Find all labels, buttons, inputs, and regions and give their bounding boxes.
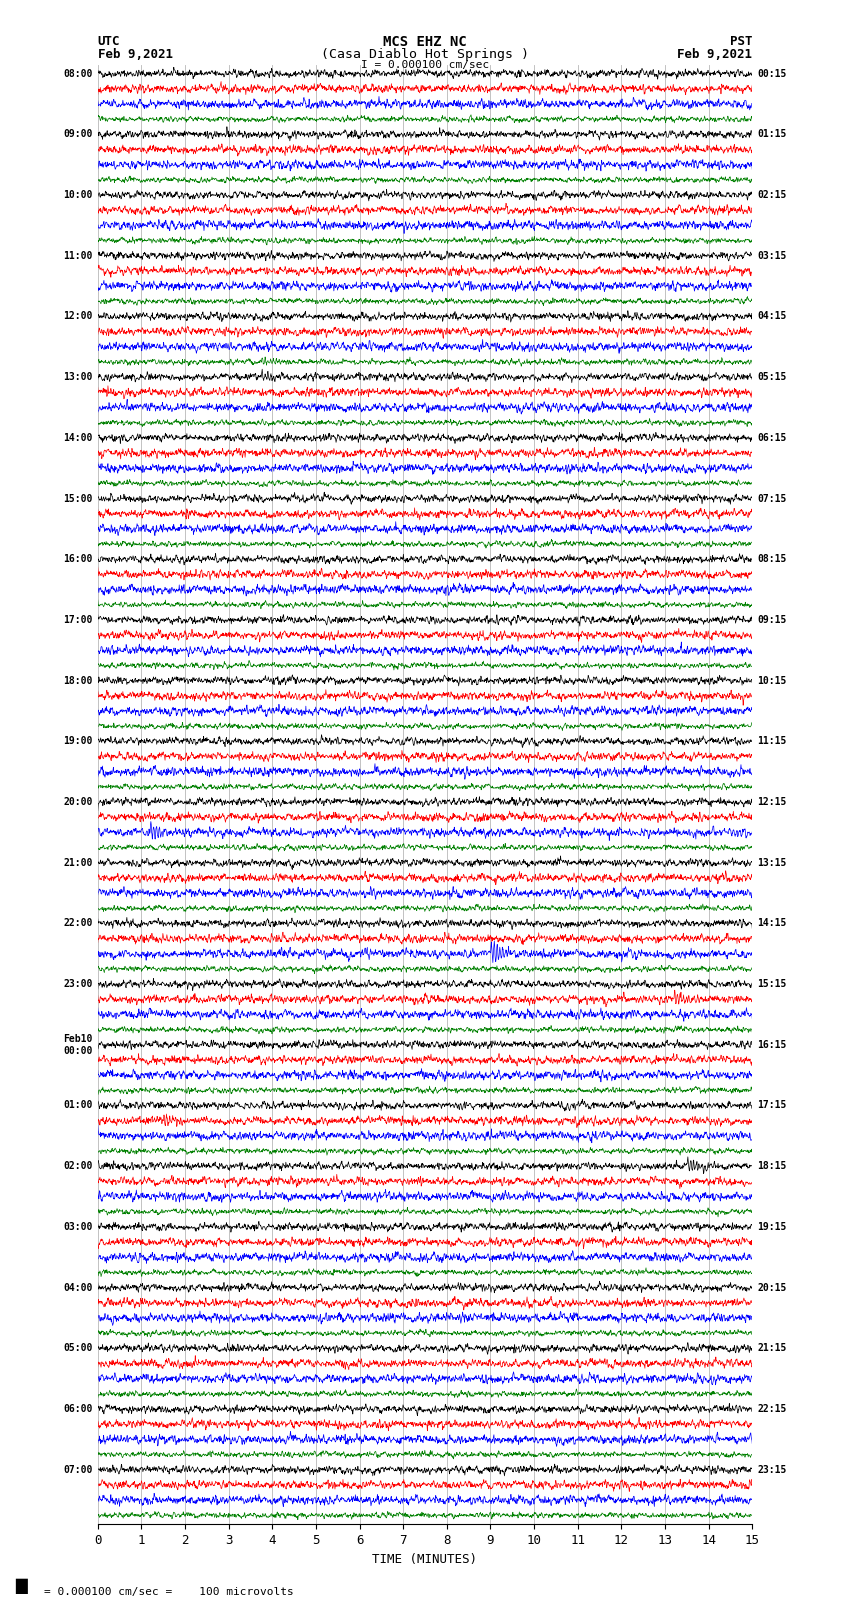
Text: 10:00: 10:00	[63, 190, 93, 200]
Text: 22:15: 22:15	[757, 1403, 787, 1415]
Text: I = 0.000100 cm/sec: I = 0.000100 cm/sec	[361, 60, 489, 69]
Text: 02:00: 02:00	[63, 1161, 93, 1171]
Text: 23:15: 23:15	[757, 1465, 787, 1474]
Text: 03:00: 03:00	[63, 1223, 93, 1232]
Text: MCS EHZ NC: MCS EHZ NC	[383, 35, 467, 50]
Text: 04:15: 04:15	[757, 311, 787, 321]
Text: 18:15: 18:15	[757, 1161, 787, 1171]
Text: 01:15: 01:15	[757, 129, 787, 139]
Text: 05:00: 05:00	[63, 1344, 93, 1353]
Text: 19:15: 19:15	[757, 1223, 787, 1232]
Text: 13:15: 13:15	[757, 858, 787, 868]
Text: 13:00: 13:00	[63, 373, 93, 382]
Text: 11:00: 11:00	[63, 250, 93, 261]
Text: (Casa Diablo Hot Springs ): (Casa Diablo Hot Springs )	[321, 48, 529, 61]
Text: PST: PST	[730, 35, 752, 48]
Text: 18:00: 18:00	[63, 676, 93, 686]
Text: = 0.000100 cm/sec =    100 microvolts: = 0.000100 cm/sec = 100 microvolts	[17, 1587, 294, 1597]
Text: Feb10
00:00: Feb10 00:00	[63, 1034, 93, 1055]
Text: 10:15: 10:15	[757, 676, 787, 686]
Text: 20:15: 20:15	[757, 1282, 787, 1292]
X-axis label: TIME (MINUTES): TIME (MINUTES)	[372, 1553, 478, 1566]
Text: 04:00: 04:00	[63, 1282, 93, 1292]
Text: UTC: UTC	[98, 35, 120, 48]
Text: 01:00: 01:00	[63, 1100, 93, 1110]
Text: 23:00: 23:00	[63, 979, 93, 989]
Text: 21:00: 21:00	[63, 858, 93, 868]
Text: 21:15: 21:15	[757, 1344, 787, 1353]
Text: 20:00: 20:00	[63, 797, 93, 806]
Text: 14:15: 14:15	[757, 918, 787, 929]
Text: 09:00: 09:00	[63, 129, 93, 139]
Text: █: █	[15, 1579, 27, 1594]
Text: 06:15: 06:15	[757, 432, 787, 444]
Text: 00:15: 00:15	[757, 69, 787, 79]
Text: 17:00: 17:00	[63, 615, 93, 624]
Text: 15:00: 15:00	[63, 494, 93, 503]
Text: 12:00: 12:00	[63, 311, 93, 321]
Text: 16:15: 16:15	[757, 1040, 787, 1050]
Text: 05:15: 05:15	[757, 373, 787, 382]
Text: 07:15: 07:15	[757, 494, 787, 503]
Text: 09:15: 09:15	[757, 615, 787, 624]
Text: 06:00: 06:00	[63, 1403, 93, 1415]
Text: 12:15: 12:15	[757, 797, 787, 806]
Text: 15:15: 15:15	[757, 979, 787, 989]
Text: 08:15: 08:15	[757, 555, 787, 565]
Text: 07:00: 07:00	[63, 1465, 93, 1474]
Text: 16:00: 16:00	[63, 555, 93, 565]
Text: 14:00: 14:00	[63, 432, 93, 444]
Text: 22:00: 22:00	[63, 918, 93, 929]
Text: 17:15: 17:15	[757, 1100, 787, 1110]
Text: 19:00: 19:00	[63, 736, 93, 747]
Text: Feb 9,2021: Feb 9,2021	[98, 48, 173, 61]
Text: 03:15: 03:15	[757, 250, 787, 261]
Text: 11:15: 11:15	[757, 736, 787, 747]
Text: 02:15: 02:15	[757, 190, 787, 200]
Text: Feb 9,2021: Feb 9,2021	[677, 48, 752, 61]
Text: 08:00: 08:00	[63, 69, 93, 79]
